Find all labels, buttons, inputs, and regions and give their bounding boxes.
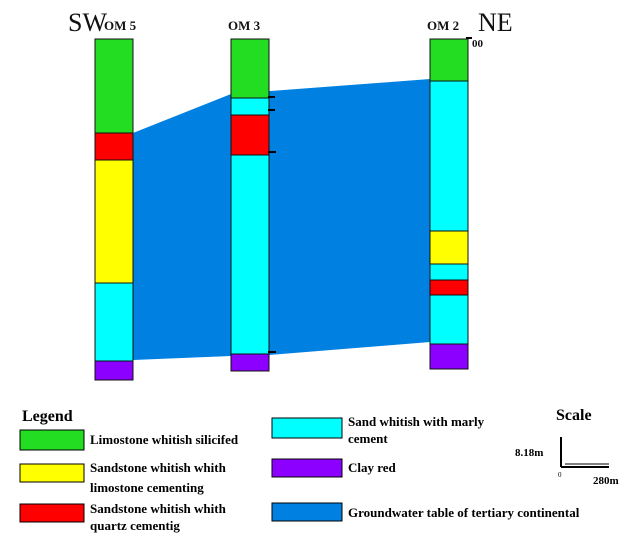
layer-sand [429, 263, 469, 281]
scale-title: Scale [556, 407, 592, 424]
scale-horizontal-label: 280m [593, 475, 619, 487]
well-column-om5 [94, 38, 134, 381]
legend-label-limestone: Limostone whitish silicifed [90, 432, 239, 447]
legend-title: Legend [22, 408, 73, 425]
legend-swatch-sand [271, 417, 343, 439]
layer-sand [230, 154, 270, 355]
layer-sandstone-limestone [94, 159, 134, 284]
layer-limestone [94, 38, 134, 134]
layer-sandstone-limestone [429, 230, 469, 265]
layer-clay [94, 360, 134, 381]
legend-label-sand-2: cement [348, 431, 388, 446]
well-label-om2: OM 2 [427, 18, 459, 33]
layer-clay [429, 343, 469, 370]
legend-swatch-sandstone-limestone [19, 463, 85, 483]
groundwater-table-area [133, 79, 430, 360]
well-label-om5: OM 5 [104, 18, 137, 33]
layer-limestone [429, 38, 469, 82]
scale-vertical-label: 8.18m [515, 447, 543, 459]
direction-ne-label: NE [478, 8, 513, 37]
legend-label-sand-1: Sand whitish with marly [348, 414, 485, 429]
layer-sand [94, 282, 134, 362]
scale-origin-label: 0 [558, 471, 562, 479]
depth-tick-marks [268, 37, 472, 353]
layer-sand [429, 80, 469, 232]
well-column-om3 [230, 38, 270, 372]
layer-sandstone-quartz [429, 279, 469, 296]
layer-sand [429, 294, 469, 345]
direction-sw-label: SW [68, 8, 107, 37]
legend-label-sandstone-quartz-1: Sandstone whitish whith [90, 501, 227, 516]
legend-swatch-limestone [19, 429, 85, 451]
well-label-om3: OM 3 [228, 18, 261, 33]
legend-label-clay: Clay red [348, 460, 397, 475]
legend-swatch-clay [271, 458, 343, 478]
legend-label-groundwater: Groundwater table of tertiary continenta… [348, 505, 580, 520]
scale-bar [560, 437, 609, 468]
layer-sandstone-quartz [94, 132, 134, 161]
layer-sand [230, 97, 270, 116]
top-depth-marker: 00 [472, 38, 484, 50]
legend-label-sandstone-limestone-2: limostone cementing [90, 480, 204, 495]
legend-swatch-sandstone-quartz [19, 503, 85, 523]
layer-sandstone-quartz [230, 114, 270, 156]
layer-clay [230, 353, 270, 372]
well-column-om2 [429, 38, 469, 370]
legend-swatch-groundwater [271, 502, 343, 522]
legend-label-sandstone-limestone-1: Sandstone whitish whith [90, 460, 227, 475]
layer-limestone [230, 38, 270, 99]
legend-label-sandstone-quartz-2: quartz cementig [90, 518, 180, 533]
